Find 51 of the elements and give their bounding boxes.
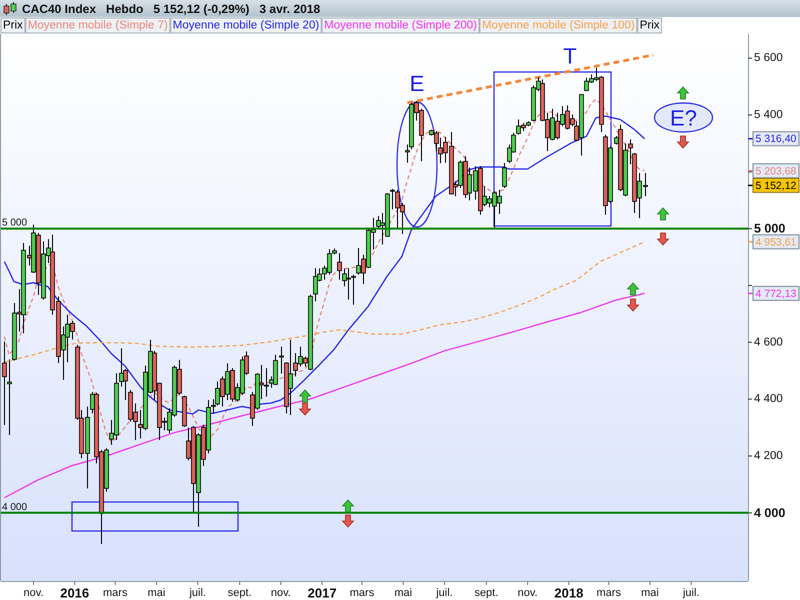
candlestick (502, 162, 507, 189)
x-tick-label: nov. (518, 587, 538, 599)
x-tick-label: mai (394, 587, 412, 599)
x-tick-label: juil. (435, 587, 453, 599)
candlestick (313, 268, 318, 302)
candlestick (279, 346, 284, 374)
x-tick-label: mars (596, 587, 622, 599)
ref-line-label: 5 000 (2, 218, 28, 229)
line-series (4, 292, 646, 498)
text: 5 203,68 (756, 165, 797, 178)
y-tick-label: 5 600 (754, 52, 783, 64)
x-tick-label: nov. (270, 587, 291, 599)
x-tick-label: sept. (228, 587, 252, 599)
annotation: E (410, 71, 424, 96)
y-tick-label: 4 400 (754, 393, 783, 406)
y-tick-label: 4 000 (754, 506, 786, 520)
x-tick-label: mai (148, 587, 166, 599)
x-tick-label: nov. (23, 587, 44, 599)
x-tick-label: mars (103, 587, 128, 599)
text: Moyenne mobile (Simple 200) (324, 20, 478, 32)
x-tick-label: mars (350, 587, 375, 599)
x-tick-label: mai (641, 587, 659, 599)
candlestick (390, 188, 395, 210)
text: Prix (640, 20, 660, 32)
text: 5 316,40 (756, 133, 797, 146)
candlestick (273, 354, 278, 386)
text: Moyenne mobile (Simple 100) (482, 20, 635, 32)
y-tick-label: 5 400 (754, 108, 783, 121)
ref-line-label: 4 000 (2, 502, 28, 513)
text: 5 152,12 (756, 180, 797, 192)
x-tick-label: 2016 (60, 586, 90, 600)
text: Moyenne mobile (Simple 7) (28, 20, 168, 32)
chart-title: CAC40 Index Hebdo 5 152,12 (-0,29%) 3 avr. 2018 (22, 2, 320, 16)
x-tick-label: 2018 (554, 586, 584, 600)
text: 4 772,13 (756, 288, 797, 300)
annotation: T (563, 44, 577, 68)
x-tick-label: juil. (188, 587, 206, 599)
x-tick-label: sept. (474, 587, 498, 599)
text: 4 953,61 (756, 236, 797, 248)
candlestick (2, 340, 7, 426)
candlestick (337, 252, 342, 280)
text: Prix (3, 20, 24, 32)
y-tick-label: 5 000 (754, 222, 786, 236)
y-tick-label: 4 200 (754, 450, 783, 462)
candlestick (288, 339, 293, 416)
candlestick (7, 358, 12, 436)
annotation: E? (670, 106, 697, 130)
y-tick-label: 4 600 (754, 336, 783, 348)
x-tick-label: 2017 (308, 586, 337, 600)
text: Moyenne mobile (Simple 20) (172, 20, 320, 32)
x-tick-label: juil. (682, 587, 700, 599)
